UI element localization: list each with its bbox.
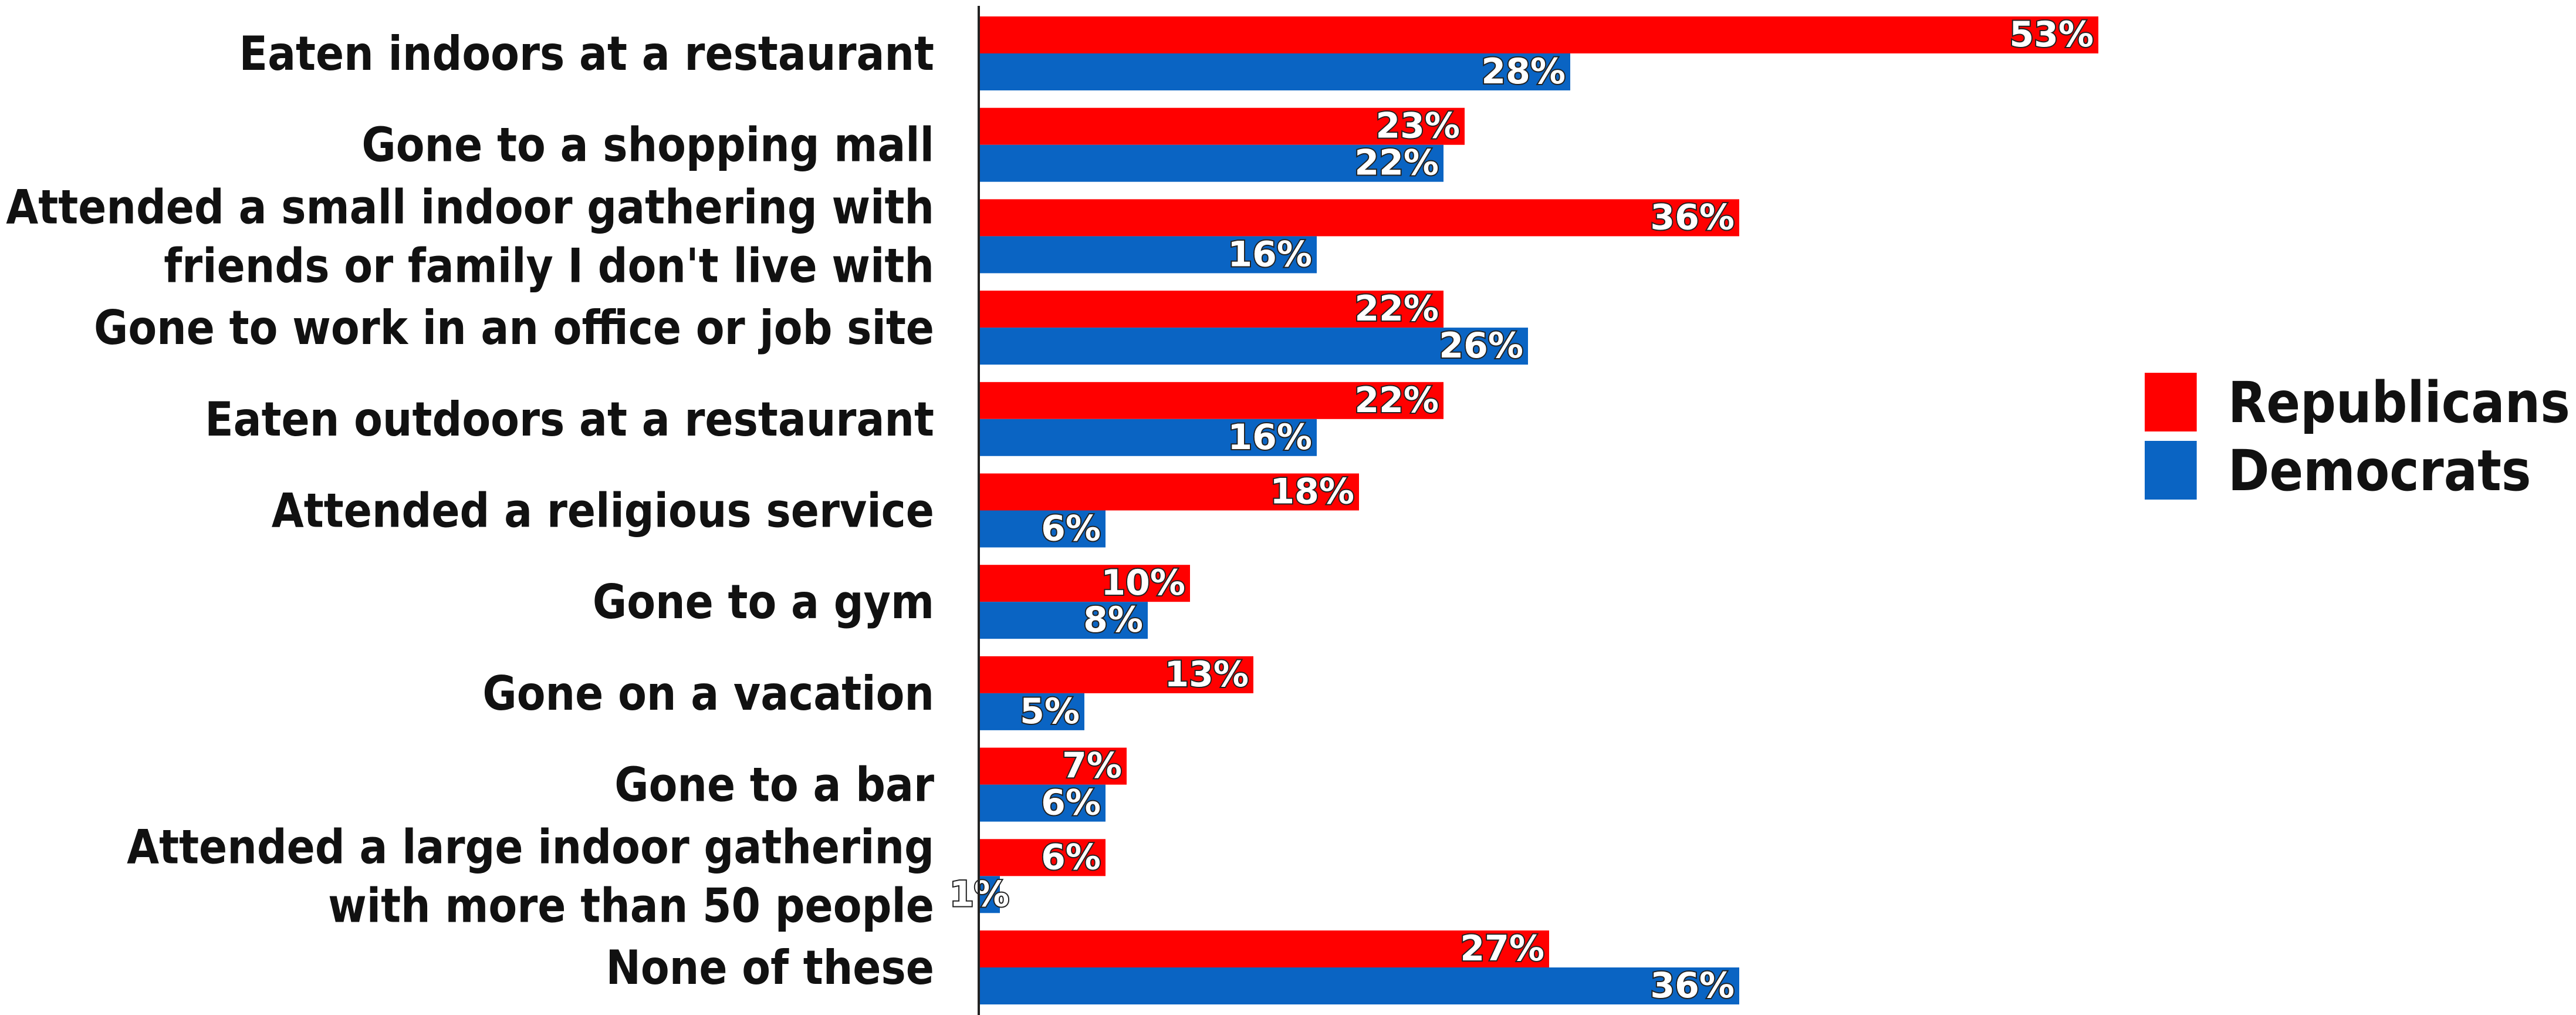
bar-republicans-10 xyxy=(979,930,1549,967)
legend-label-democrats: Democrats xyxy=(2228,439,2531,504)
legend-swatch-republicans xyxy=(2145,373,2197,431)
legend-swatch-democrats xyxy=(2145,441,2197,500)
bar-republicans-1 xyxy=(979,107,1465,145)
bar-republicans-4 xyxy=(979,382,1443,419)
bar-democrats-4 xyxy=(979,419,1317,456)
value-label-republicans-3: 22% xyxy=(1354,288,1439,329)
bar-republicans-2 xyxy=(979,199,1739,237)
bar-republicans-8 xyxy=(979,747,1127,785)
bar-republicans-9 xyxy=(979,839,1106,876)
value-label-republicans-5: 18% xyxy=(1270,471,1354,512)
category-label-10: None of these xyxy=(606,940,934,995)
value-label-democrats-7: 5% xyxy=(1020,691,1080,732)
category-labels: Eaten indoors at a restaurant Gone to a s… xyxy=(6,26,934,995)
value-label-republicans-2: 36% xyxy=(1650,197,1735,238)
value-label-republicans-8: 7% xyxy=(1062,746,1122,787)
category-label-4: Eaten outdoors at a restaurant xyxy=(205,392,934,447)
category-label-2: Attended a small indoor gathering with fr… xyxy=(6,180,934,293)
bar-democrats-1 xyxy=(979,144,1443,182)
value-label-democrats-10: 36% xyxy=(1650,965,1735,1006)
bar-democrats-0 xyxy=(979,53,1570,90)
value-labels: 53%28%23%22%36%16%22%26%22%16%18%6%10%8%… xyxy=(948,13,2095,1007)
value-label-republicans-4: 22% xyxy=(1354,380,1439,421)
category-label-5: Attended a religious service xyxy=(272,483,934,538)
bar-democrats-10 xyxy=(979,967,1739,1004)
value-label-democrats-1: 22% xyxy=(1354,143,1439,184)
category-label-3: Gone to work in an office or job site xyxy=(94,301,934,355)
value-label-republicans-6: 10% xyxy=(1101,562,1185,603)
bar-democrats-2 xyxy=(979,236,1317,274)
category-label-6: Gone to a gym xyxy=(593,575,934,629)
legend-label-republicans: Republicans xyxy=(2228,370,2570,436)
value-label-republicans-7: 13% xyxy=(1164,654,1249,695)
bar-republicans-7 xyxy=(979,656,1253,693)
value-label-democrats-3: 26% xyxy=(1439,325,1523,366)
value-label-republicans-1: 23% xyxy=(1375,106,1460,147)
value-label-republicans-0: 53% xyxy=(2009,14,2094,55)
bar-democrats-6 xyxy=(979,602,1148,639)
category-label-1: Gone to a shopping mall xyxy=(361,118,934,173)
value-label-republicans-9: 6% xyxy=(1041,837,1101,878)
bar-republicans-3 xyxy=(979,291,1443,328)
bar-democrats-9 xyxy=(979,876,1000,913)
bar-republicans-0 xyxy=(979,16,2098,53)
value-label-democrats-2: 16% xyxy=(1228,234,1312,275)
value-label-republicans-10: 27% xyxy=(1460,928,1544,969)
value-label-democrats-0: 28% xyxy=(1481,51,1566,92)
bar-democrats-5 xyxy=(979,510,1106,548)
category-label-0: Eaten indoors at a restaurant xyxy=(239,26,934,81)
bars-group xyxy=(979,16,2098,1004)
category-label-7: Gone on a vacation xyxy=(482,666,934,721)
value-label-democrats-8: 6% xyxy=(1041,783,1101,824)
bar-democrats-3 xyxy=(979,328,1528,365)
category-label-9: Attended a large indoor gathering with mo… xyxy=(127,820,934,933)
category-label-8: Gone to a bar xyxy=(614,758,934,812)
value-label-democrats-6: 8% xyxy=(1083,599,1143,640)
value-label-democrats-4: 16% xyxy=(1228,417,1312,458)
value-label-democrats-5: 6% xyxy=(1041,508,1101,549)
bar-democrats-7 xyxy=(979,693,1084,730)
bar-republicans-5 xyxy=(979,473,1359,511)
bar-democrats-8 xyxy=(979,784,1106,822)
bar-republicans-6 xyxy=(979,565,1190,602)
